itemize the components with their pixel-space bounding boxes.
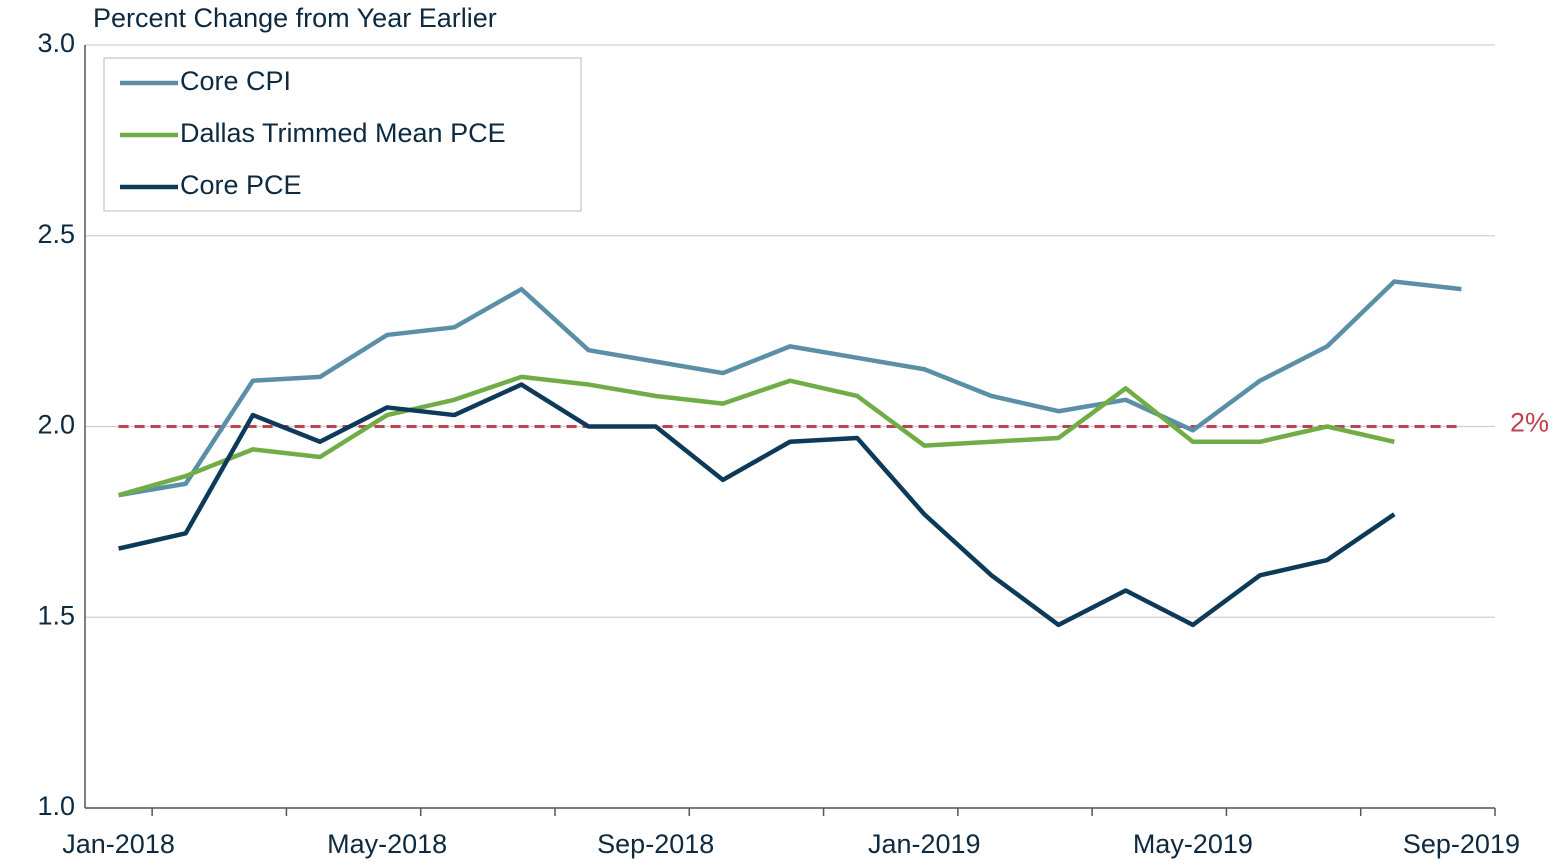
series-line — [118, 279, 1462, 498]
legend-label: Core CPI — [180, 66, 291, 96]
x-tick-label: Jan-2019 — [868, 829, 981, 859]
y-tick-label: 2.5 — [37, 219, 75, 249]
x-tick-label: May-2019 — [1133, 829, 1253, 859]
legend-box — [103, 57, 582, 212]
x-tick-label: Sep-2018 — [597, 829, 714, 859]
reference-label: 2% — [1510, 408, 1549, 438]
legend-label: Dallas Trimmed Mean PCE — [180, 118, 506, 148]
series-line — [118, 382, 1396, 628]
y-tick-label: 1.5 — [37, 600, 75, 630]
series-line — [117, 374, 1395, 498]
y-tick-label: 2.0 — [37, 410, 75, 440]
x-tick-label: Sep-2019 — [1403, 829, 1520, 859]
chart-title: Percent Change from Year Earlier — [93, 3, 497, 33]
y-tick-label: 1.0 — [37, 791, 75, 821]
x-tick-label: Jan-2018 — [62, 829, 175, 859]
x-tick-label: May-2018 — [327, 829, 447, 859]
y-tick-label: 3.0 — [37, 28, 75, 58]
legend-label: Core PCE — [180, 170, 302, 200]
